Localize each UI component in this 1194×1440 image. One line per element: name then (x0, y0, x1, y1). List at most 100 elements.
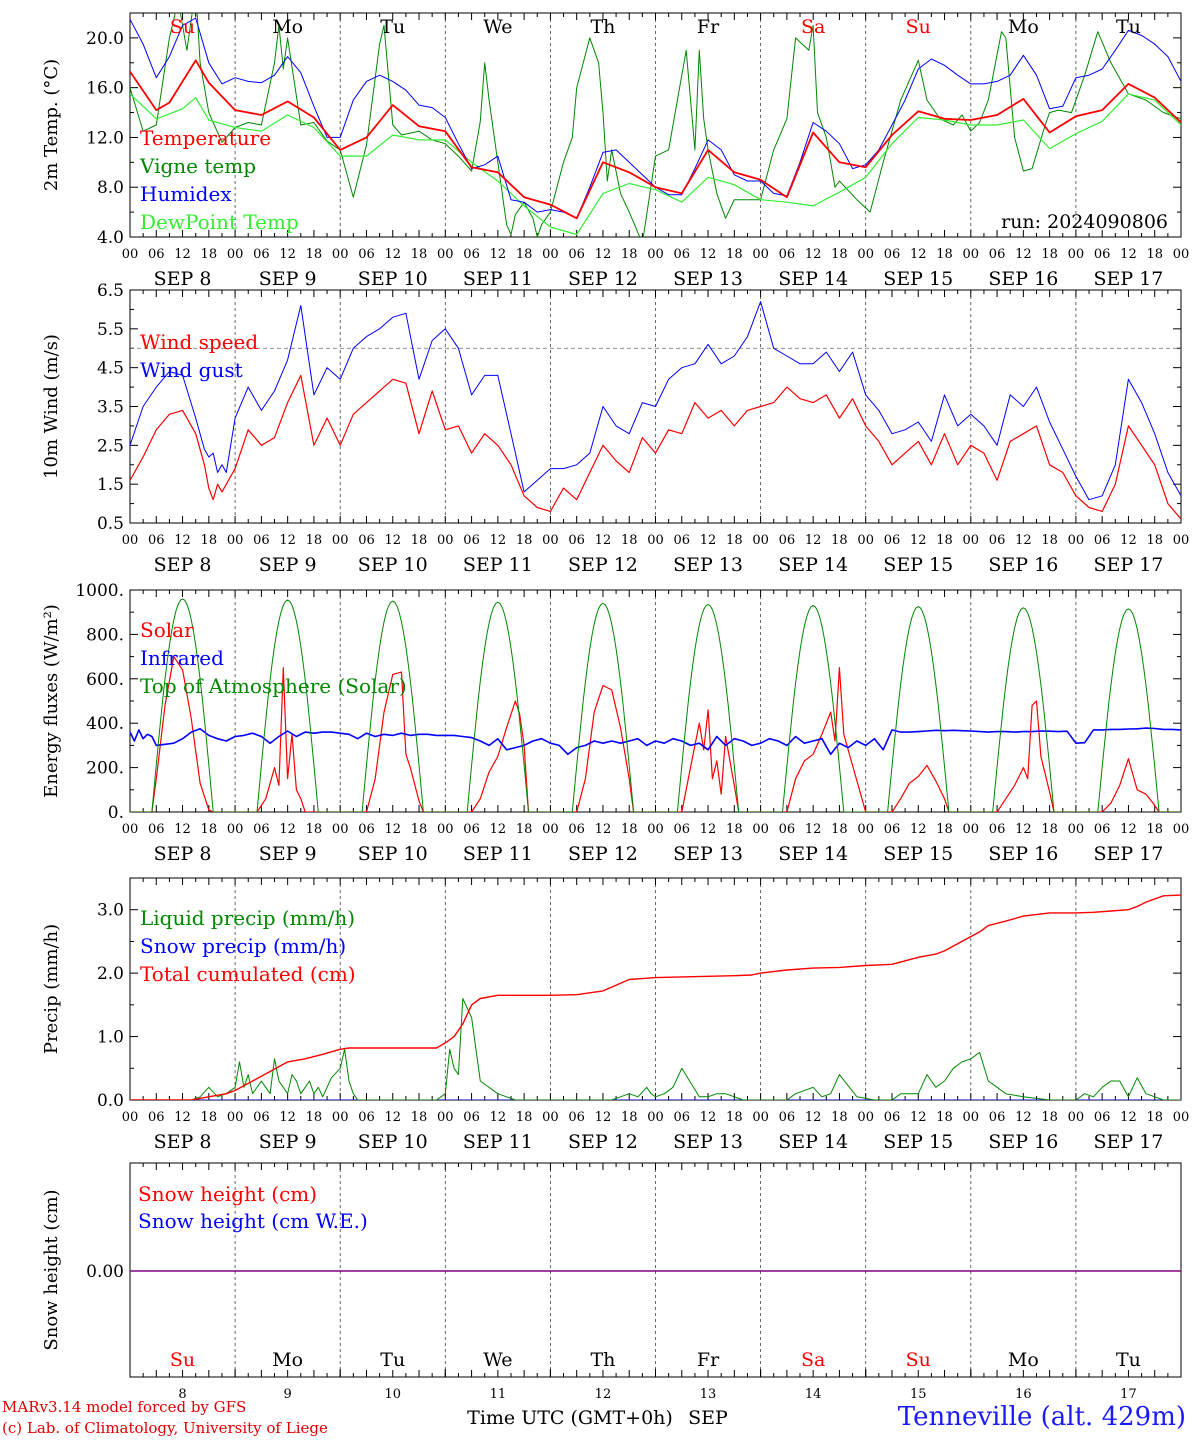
hour-tick-label: 06 (358, 822, 375, 837)
day-of-week-label: Su (170, 1349, 195, 1371)
y-tick-label: 400. (86, 714, 124, 734)
hour-tick-label: 12 (279, 533, 296, 548)
hour-tick-label: 12 (1015, 533, 1032, 548)
plot-frame (129, 12, 1182, 238)
date-label: SEP 16 (988, 554, 1058, 576)
hour-tick-label: 06 (253, 1110, 270, 1125)
legend-entry: Temperature (140, 126, 271, 150)
hour-tick-label: 00 (332, 822, 349, 837)
hour-tick-label: 06 (1094, 247, 1111, 262)
date-label: SEP 8 (154, 1131, 212, 1153)
hour-tick-label: 12 (174, 247, 191, 262)
hour-tick-label: 00 (1068, 247, 1085, 262)
hour-tick-label: 12 (384, 247, 401, 262)
hour-tick-label: 18 (1041, 1110, 1058, 1125)
hour-tick-label: 06 (779, 1110, 796, 1125)
day-of-week-label: Tu (380, 1349, 405, 1371)
hour-tick-label: 00 (857, 247, 874, 262)
day-of-week-label: Th (590, 1349, 615, 1371)
hour-tick-label: 12 (490, 1110, 507, 1125)
hour-tick-label: 06 (463, 822, 480, 837)
hour-tick-label: 00 (963, 822, 980, 837)
hour-tick-label: 18 (621, 1110, 638, 1125)
hour-tick-label: 06 (463, 247, 480, 262)
hour-tick-label: 00 (647, 822, 664, 837)
hour-tick-label: 18 (201, 822, 218, 837)
hour-tick-label: 06 (779, 822, 796, 837)
legend-entry: Total cumulated (cm) (140, 962, 356, 986)
hour-tick-label: 00 (122, 1110, 139, 1125)
day-number-label: 17 (1120, 1387, 1137, 1402)
hour-tick-label: 18 (516, 822, 533, 837)
legend-entry: Liquid precip (mm/h) (140, 906, 355, 930)
y-tick-label: 0.5 (97, 514, 124, 534)
legend-entry: Snow height (cm W.E.) (138, 1209, 368, 1233)
hour-tick-label: 18 (306, 533, 323, 548)
hour-tick-label: 18 (411, 1110, 428, 1125)
series-line (130, 93, 1181, 236)
date-label: SEP 10 (358, 1131, 428, 1153)
date-label: SEP 12 (568, 1131, 638, 1153)
hour-tick-label: 06 (884, 533, 901, 548)
hour-tick-label: 18 (516, 533, 533, 548)
hour-tick-label: 00 (542, 822, 559, 837)
series-line (130, 655, 1181, 812)
hour-tick-label: 18 (831, 533, 848, 548)
date-label: SEP 8 (154, 843, 212, 865)
hour-tick-label: 00 (542, 1110, 559, 1125)
hour-tick-label: 12 (805, 247, 822, 262)
hour-tick-label: 12 (910, 247, 927, 262)
hour-tick-label: 18 (1146, 247, 1163, 262)
hour-tick-label: 00 (227, 1110, 244, 1125)
hour-tick-label: 12 (490, 533, 507, 548)
hour-tick-label: 12 (174, 533, 191, 548)
legend-entry: Snow height (cm) (138, 1182, 317, 1206)
date-label: SEP 16 (988, 1131, 1058, 1153)
day-of-week-label: We (483, 16, 512, 38)
hour-tick-label: 00 (1173, 533, 1190, 548)
date-label: SEP 17 (1094, 554, 1164, 576)
hour-tick-label: 18 (411, 247, 428, 262)
hour-tick-label: 18 (1041, 822, 1058, 837)
day-of-week-label: Th (590, 16, 615, 38)
date-label: SEP 8 (154, 554, 212, 576)
series-line (130, 301, 1181, 501)
day-of-week-label: Mo (272, 1349, 303, 1371)
date-label: SEP 16 (988, 268, 1058, 290)
hour-tick-label: 06 (463, 533, 480, 548)
hour-tick-label: 18 (201, 533, 218, 548)
date-label: SEP 12 (568, 843, 638, 865)
day-of-week-label: Mo (1008, 1349, 1039, 1371)
day-of-week-label: Tu (1116, 16, 1141, 38)
date-label: SEP 10 (358, 554, 428, 576)
series-line (130, 374, 1181, 520)
date-label: SEP 11 (463, 268, 533, 290)
date-label: SEP 15 (883, 268, 953, 290)
hour-tick-label: 12 (384, 822, 401, 837)
hour-tick-label: 18 (831, 1110, 848, 1125)
hour-tick-label: 06 (148, 247, 165, 262)
hour-tick-label: 18 (621, 247, 638, 262)
y-tick-label: 8.0 (97, 178, 124, 198)
hour-tick-label: 12 (1015, 822, 1032, 837)
run-annotation: run: 2024090806 (1001, 211, 1168, 233)
hour-tick-label: 00 (963, 247, 980, 262)
hour-tick-label: 12 (805, 1110, 822, 1125)
series-group (130, 894, 1181, 1100)
series-group (130, 301, 1181, 520)
day-of-week-label: Su (906, 1349, 931, 1371)
y-tick-label: 4.0 (97, 228, 124, 248)
x-axis-label: Time UTC (GMT+0h) (467, 1407, 673, 1429)
legend-entry: Wind gust (140, 358, 243, 382)
hour-tick-label: 18 (726, 1110, 743, 1125)
hour-tick-label: 12 (1120, 1110, 1137, 1125)
date-label: SEP 10 (358, 843, 428, 865)
hour-tick-label: 18 (936, 1110, 953, 1125)
hour-tick-label: 00 (752, 1110, 769, 1125)
date-label: SEP 16 (988, 843, 1058, 865)
y-tick-label: 0. (108, 803, 124, 823)
date-label: SEP 17 (1094, 268, 1164, 290)
date-label: SEP 14 (778, 843, 848, 865)
hour-tick-label: 06 (568, 247, 585, 262)
